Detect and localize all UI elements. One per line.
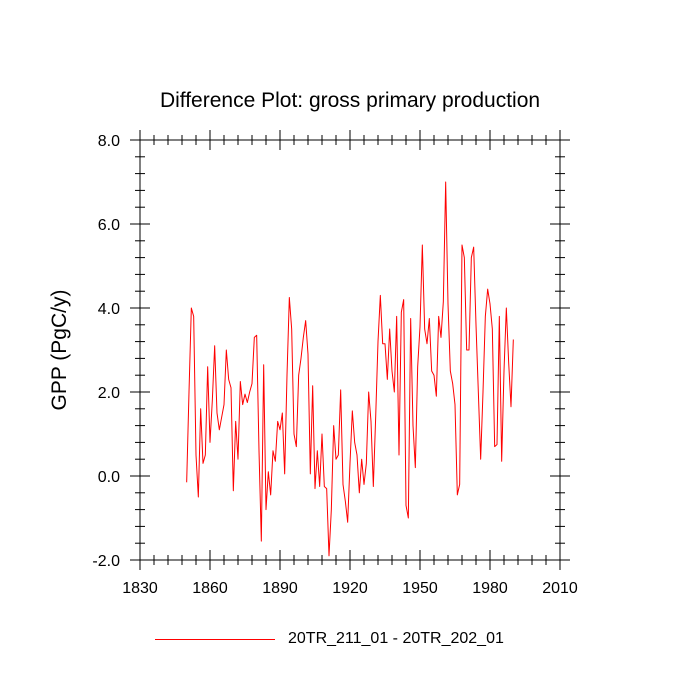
x-tick-label: 1950 — [402, 580, 438, 597]
x-tick-label: 1830 — [122, 580, 158, 597]
series-line — [186, 181, 514, 557]
y-tick-label: -2.0 — [92, 553, 120, 570]
chart-title: Difference Plot: gross primary productio… — [159, 89, 541, 112]
y-tick-label: 2.0 — [98, 385, 120, 402]
y-tick-label: 8.0 — [98, 133, 120, 150]
x-tick-label: 1890 — [262, 580, 298, 597]
x-tick-label: 1920 — [332, 580, 368, 597]
y-tick-label: 6.0 — [98, 217, 120, 234]
y-tick-label: 4.0 — [98, 301, 120, 318]
plot-frame — [139, 139, 561, 561]
legend-line-swatch — [155, 639, 275, 640]
y-tick-label: 0.0 — [98, 469, 120, 486]
x-tick-label: 2010 — [542, 580, 578, 597]
legend-label: 20TR_211_01 - 20TR_202_01 — [288, 630, 504, 647]
x-tick-label: 1980 — [472, 580, 508, 597]
x-tick-label: 1860 — [192, 580, 228, 597]
